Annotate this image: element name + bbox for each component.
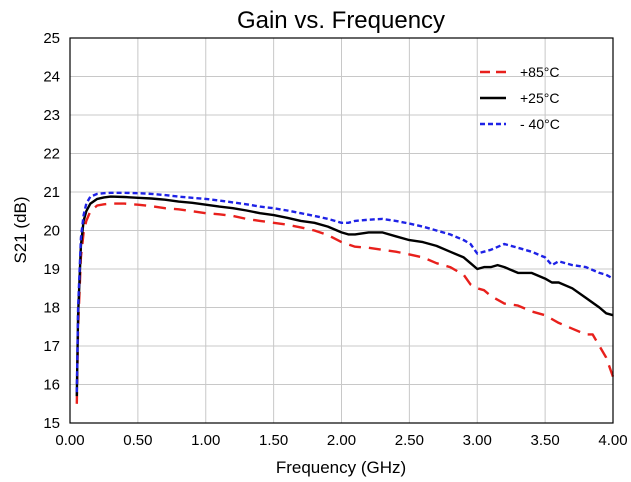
x-tick-label: 1.00 <box>191 432 220 449</box>
y-tick-label: 18 <box>43 300 60 317</box>
plot-frame <box>69 37 614 424</box>
legend-label-0: +85°C <box>520 64 559 80</box>
x-tick-label: 3.00 <box>463 432 492 449</box>
y-tick-label: 20 <box>43 223 60 240</box>
x-tick-label: 1.50 <box>259 432 288 449</box>
series-line-2 <box>75 191 614 393</box>
chart-title: Gain vs. Frequency <box>237 7 445 34</box>
y-tick-label: 22 <box>43 146 60 163</box>
x-tick-label: 2.50 <box>395 432 424 449</box>
y-tick-label: 19 <box>43 261 60 278</box>
x-tick-label: 3.50 <box>531 432 560 449</box>
x-tick-label: 0.00 <box>55 432 84 449</box>
x-tick-labels: 0.00 0.50 1.00 1.50 2.00 2.50 3.00 3.50 4.00 <box>55 432 627 449</box>
y-tick-labels: 15 16 17 18 19 20 21 22 23 24 25 <box>43 30 60 432</box>
legend-label-2: - 40°C <box>520 116 560 132</box>
x-axis-label: Frequency (GHz) <box>276 458 406 477</box>
series-line-0 <box>75 202 615 404</box>
y-tick-label: 24 <box>43 69 60 86</box>
y-tick-label: 15 <box>43 415 60 432</box>
series-lines <box>75 191 615 404</box>
series-line-1 <box>75 195 614 397</box>
y-axis-label: S21 (dB) <box>11 196 30 263</box>
y-tick-label: 21 <box>43 184 60 201</box>
y-tick-label: 17 <box>43 338 60 355</box>
x-tick-label: 4.00 <box>598 432 627 449</box>
y-tick-label: 16 <box>43 377 60 394</box>
x-tick-label: 2.00 <box>327 432 356 449</box>
legend: +85°C +25°C - 40°C <box>480 64 560 132</box>
legend-label-1: +25°C <box>520 90 559 106</box>
y-tick-label: 25 <box>43 30 60 47</box>
y-tick-label: 23 <box>43 107 60 124</box>
x-tick-label: 0.50 <box>123 432 152 449</box>
